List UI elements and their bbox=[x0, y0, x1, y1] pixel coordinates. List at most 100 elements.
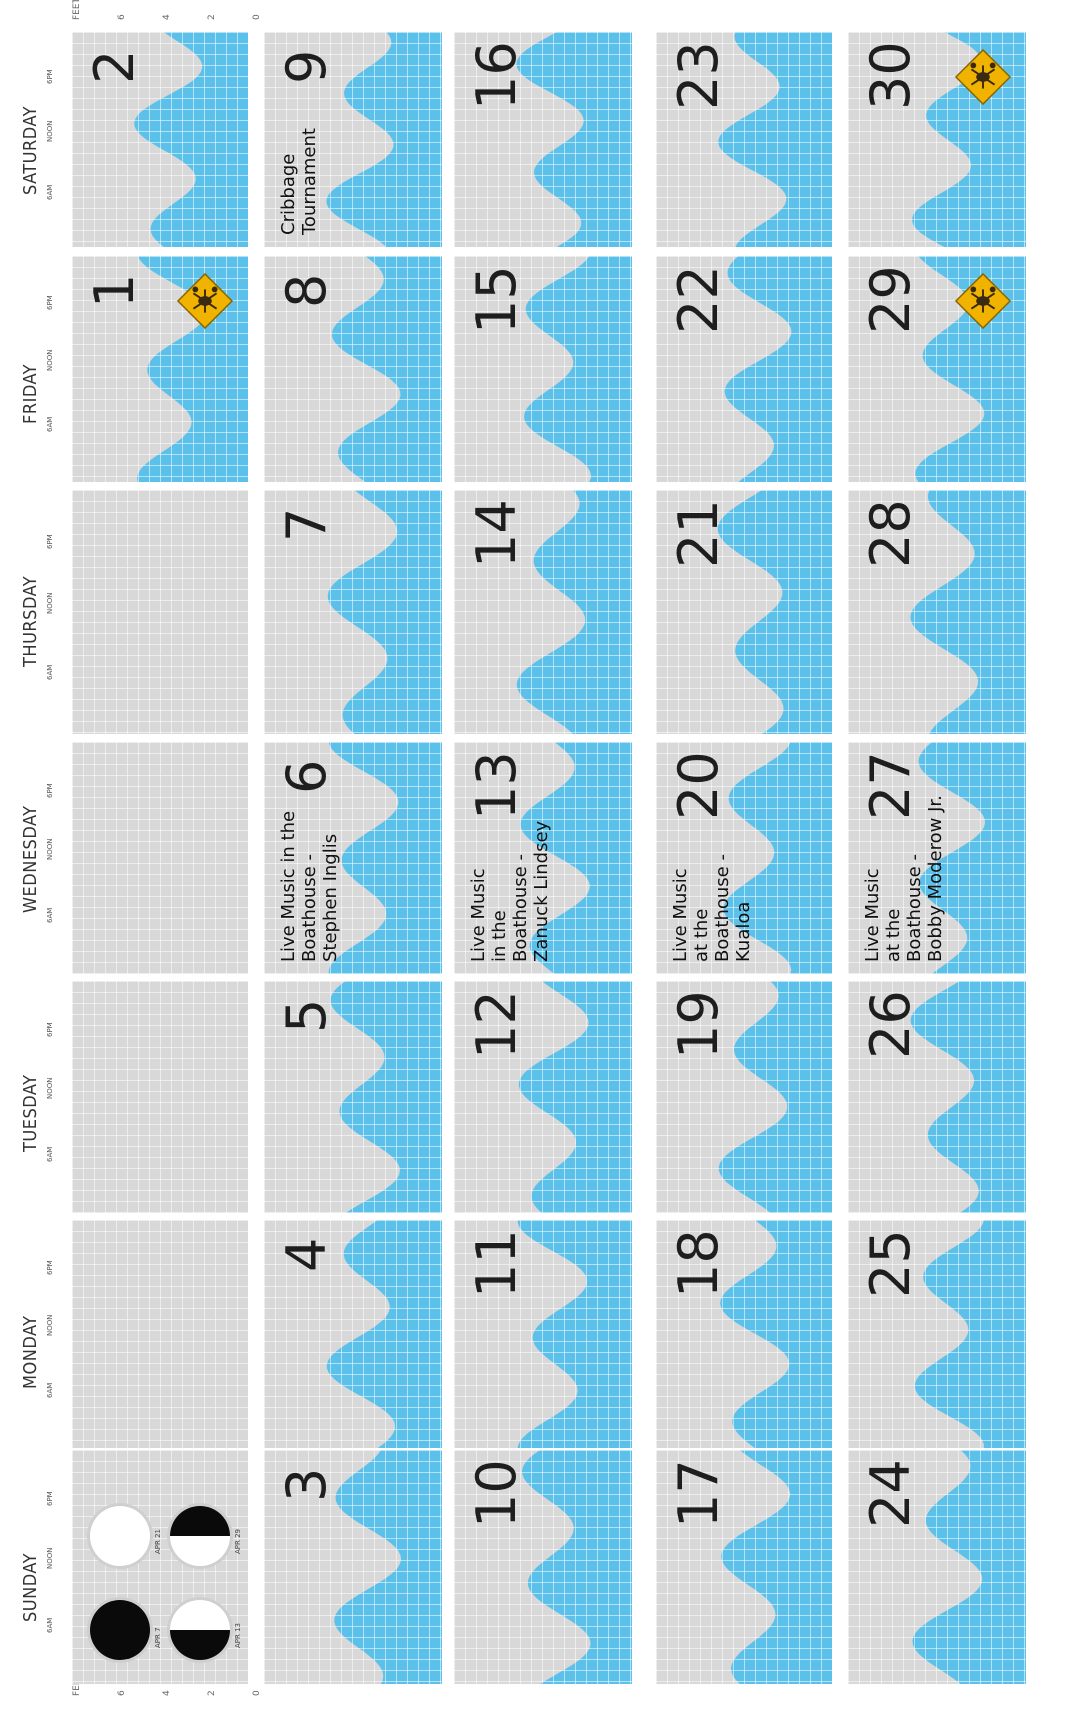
weekday-label: SATURDAY bbox=[20, 105, 41, 195]
day-cell-12[interactable]: 12 bbox=[454, 981, 632, 1213]
day-cell-27[interactable]: 27 Live Music at the Boathouse - Bobby Mo… bbox=[848, 742, 1026, 974]
day-number: 28 bbox=[859, 499, 922, 568]
grid-lines bbox=[454, 742, 632, 974]
day-cell-2[interactable]: 2 bbox=[72, 32, 248, 247]
day-number: 7 bbox=[275, 507, 338, 542]
day-cell-1[interactable]: 1 bbox=[72, 256, 248, 482]
moon-phase-date: APR 29 bbox=[234, 1528, 242, 1554]
day-number: 11 bbox=[465, 1229, 528, 1298]
grid-lines bbox=[72, 742, 248, 974]
time-of-day-label: 6AM bbox=[46, 907, 54, 923]
grid-lines bbox=[454, 1450, 632, 1684]
grid-lines bbox=[72, 981, 248, 1213]
day-cell-19[interactable]: 19 bbox=[656, 981, 832, 1213]
moon-new-icon bbox=[90, 1600, 150, 1660]
day-cell-15[interactable]: 15 bbox=[454, 256, 632, 482]
day-number: 20 bbox=[667, 751, 730, 820]
day-number: 14 bbox=[465, 499, 528, 568]
grid-lines bbox=[72, 490, 248, 734]
day-cell-17[interactable]: 17 bbox=[656, 1450, 832, 1684]
grid-lines bbox=[656, 256, 832, 482]
weekday-label: WEDNESDAY bbox=[20, 805, 41, 913]
day-cell-24[interactable]: 24 bbox=[848, 1450, 1026, 1684]
day-cell-4[interactable]: 4 bbox=[264, 1220, 442, 1448]
moon-phase-date: APR 7 bbox=[154, 1627, 162, 1648]
weekday-label: SUNDAY bbox=[20, 1553, 41, 1622]
day-cell-5[interactable]: 5 bbox=[264, 981, 442, 1213]
crab-badge-icon bbox=[954, 272, 1012, 330]
blank-day-cell bbox=[72, 1220, 248, 1448]
grid-lines bbox=[656, 490, 832, 734]
blank-day-cell bbox=[72, 490, 248, 734]
day-number: 15 bbox=[465, 265, 528, 334]
tide-axis-label: FEET bbox=[72, 0, 82, 20]
day-number: 22 bbox=[667, 265, 730, 334]
day-cell-3[interactable]: 3 bbox=[264, 1450, 442, 1684]
time-of-day-label: 6PM bbox=[46, 1260, 54, 1275]
tide-axis-label: 2 bbox=[207, 14, 217, 20]
weekday-label: THURSDAY bbox=[20, 575, 41, 667]
grid-lines bbox=[454, 981, 632, 1213]
day-cell-29[interactable]: 29 bbox=[848, 256, 1026, 482]
day-cell-20[interactable]: 20 Live Music at the Boathouse - Kualoa bbox=[656, 742, 832, 974]
weekday-header-wednesday: WEDNESDAY 6AM NOON 6PM bbox=[6, 742, 68, 974]
event-description: Live Music in the Boathouse - Zanuck Lin… bbox=[468, 820, 552, 962]
day-cell-26[interactable]: 26 bbox=[848, 981, 1026, 1213]
grid-lines bbox=[656, 742, 832, 974]
day-number: 6 bbox=[275, 759, 338, 794]
day-cell-28[interactable]: 28 bbox=[848, 490, 1026, 734]
weekday-header-friday: FRIDAY 6AM NOON 6PM bbox=[6, 256, 68, 482]
day-cell-25[interactable]: 25 bbox=[848, 1220, 1026, 1448]
weekday-header-monday: MONDAY 6AM NOON 6PM bbox=[6, 1220, 68, 1448]
weekday-header-saturday: SATURDAY 6AM NOON 6PM bbox=[6, 32, 68, 247]
event-description: Live Music at the Boathouse - Bobby Mode… bbox=[862, 795, 946, 962]
time-of-day-label: NOON bbox=[46, 120, 54, 142]
time-of-day-label: NOON bbox=[46, 1077, 54, 1100]
grid-lines bbox=[72, 32, 248, 247]
day-cell-30[interactable]: 30 bbox=[848, 32, 1026, 247]
grid-lines bbox=[848, 742, 1026, 974]
day-cell-18[interactable]: 18 bbox=[656, 1220, 832, 1448]
day-cell-14[interactable]: 14 bbox=[454, 490, 632, 734]
day-number: 8 bbox=[275, 273, 338, 308]
blank-day-cell bbox=[72, 742, 248, 974]
day-number: 1 bbox=[83, 273, 146, 308]
day-cell-9[interactable]: 9 Cribbage Tournament bbox=[264, 32, 442, 247]
day-number: 19 bbox=[667, 990, 730, 1059]
day-cell-6[interactable]: 6 Live Music in the Boathouse - Stephen I… bbox=[264, 742, 442, 974]
day-cell-16[interactable]: 16 bbox=[454, 32, 632, 247]
day-cell-22[interactable]: 22 bbox=[656, 256, 832, 482]
day-cell-21[interactable]: 21 bbox=[656, 490, 832, 734]
day-cell-23[interactable]: 23 bbox=[656, 32, 832, 247]
grid-lines bbox=[454, 1220, 632, 1448]
time-of-day-label: 6AM bbox=[46, 184, 54, 200]
day-number: 23 bbox=[667, 41, 730, 110]
time-of-day-label: 6AM bbox=[46, 665, 54, 681]
day-number: 21 bbox=[667, 499, 730, 568]
grid-lines bbox=[848, 490, 1026, 734]
crab-badge-icon bbox=[176, 272, 234, 330]
day-cell-10[interactable]: 10 bbox=[454, 1450, 632, 1684]
time-of-day-label: NOON bbox=[46, 838, 54, 861]
tide-axis-label: 4 bbox=[162, 1690, 172, 1696]
event-description: Cribbage Tournament bbox=[278, 128, 320, 235]
day-number: 24 bbox=[859, 1459, 922, 1528]
day-cell-8[interactable]: 8 bbox=[264, 256, 442, 482]
time-of-day-label: NOON bbox=[46, 1314, 54, 1337]
moon-phase-date: APR 13 bbox=[234, 1622, 242, 1648]
grid-lines bbox=[264, 256, 442, 482]
day-number: 2 bbox=[83, 49, 146, 84]
time-of-day-label: NOON bbox=[46, 592, 54, 615]
grid-lines bbox=[264, 32, 442, 247]
day-cell-7[interactable]: 7 bbox=[264, 490, 442, 734]
grid-lines bbox=[656, 1450, 832, 1684]
moon-phase-date: APR 21 bbox=[154, 1528, 162, 1554]
day-cell-13[interactable]: 13 Live Music in the Boathouse - Zanuck L… bbox=[454, 742, 632, 974]
moon-last-quarter-icon bbox=[170, 1506, 230, 1566]
day-number: 25 bbox=[859, 1229, 922, 1298]
grid-lines bbox=[264, 490, 442, 734]
day-number: 5 bbox=[275, 998, 338, 1033]
day-cell-11[interactable]: 11 bbox=[454, 1220, 632, 1448]
time-of-day-label: 6PM bbox=[46, 533, 54, 549]
